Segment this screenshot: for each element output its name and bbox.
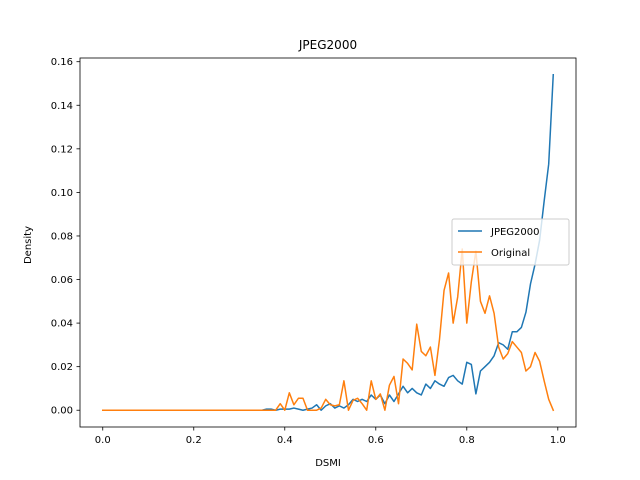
plot-area	[79, 57, 577, 428]
y-axis: 0.00 0.02 0.04 0.06 0.08 0.10 0.12 0.14 0.16	[51, 57, 80, 417]
chart-title: JPEG2000	[298, 38, 357, 52]
y-tick-label: 0.06	[51, 275, 73, 286]
y-tick-label: 0.14	[51, 101, 73, 112]
y-tick-label: 0.10	[51, 188, 73, 199]
y-tick-label: 0.00	[51, 406, 73, 417]
series-line-1	[102, 248, 555, 412]
y-tick-label: 0.08	[51, 231, 73, 242]
x-tick-label: 1.0	[550, 435, 566, 446]
x-tick-label: 0.0	[95, 435, 111, 446]
x-tick-label: 0.6	[368, 435, 384, 446]
y-tick-label: 0.12	[51, 144, 73, 155]
y-tick-label: 0.04	[51, 319, 73, 330]
axes-frame	[79, 57, 577, 428]
x-tick-label: 0.8	[459, 435, 475, 446]
x-tick-label: 0.4	[277, 435, 293, 446]
legend: JPEG2000 Original	[451, 218, 570, 266]
legend-label-1: Original	[491, 248, 530, 259]
y-tick-label: 0.02	[51, 362, 73, 373]
x-axis: 0.0 0.2 0.4 0.6 0.8 1.0	[95, 427, 566, 446]
y-tick-label: 0.16	[51, 57, 73, 68]
x-tick-label: 0.2	[186, 435, 202, 446]
x-axis-label: DSMI	[315, 458, 341, 469]
y-axis-label: Density	[23, 226, 34, 264]
legend-label-0: JPEG2000	[490, 227, 540, 238]
